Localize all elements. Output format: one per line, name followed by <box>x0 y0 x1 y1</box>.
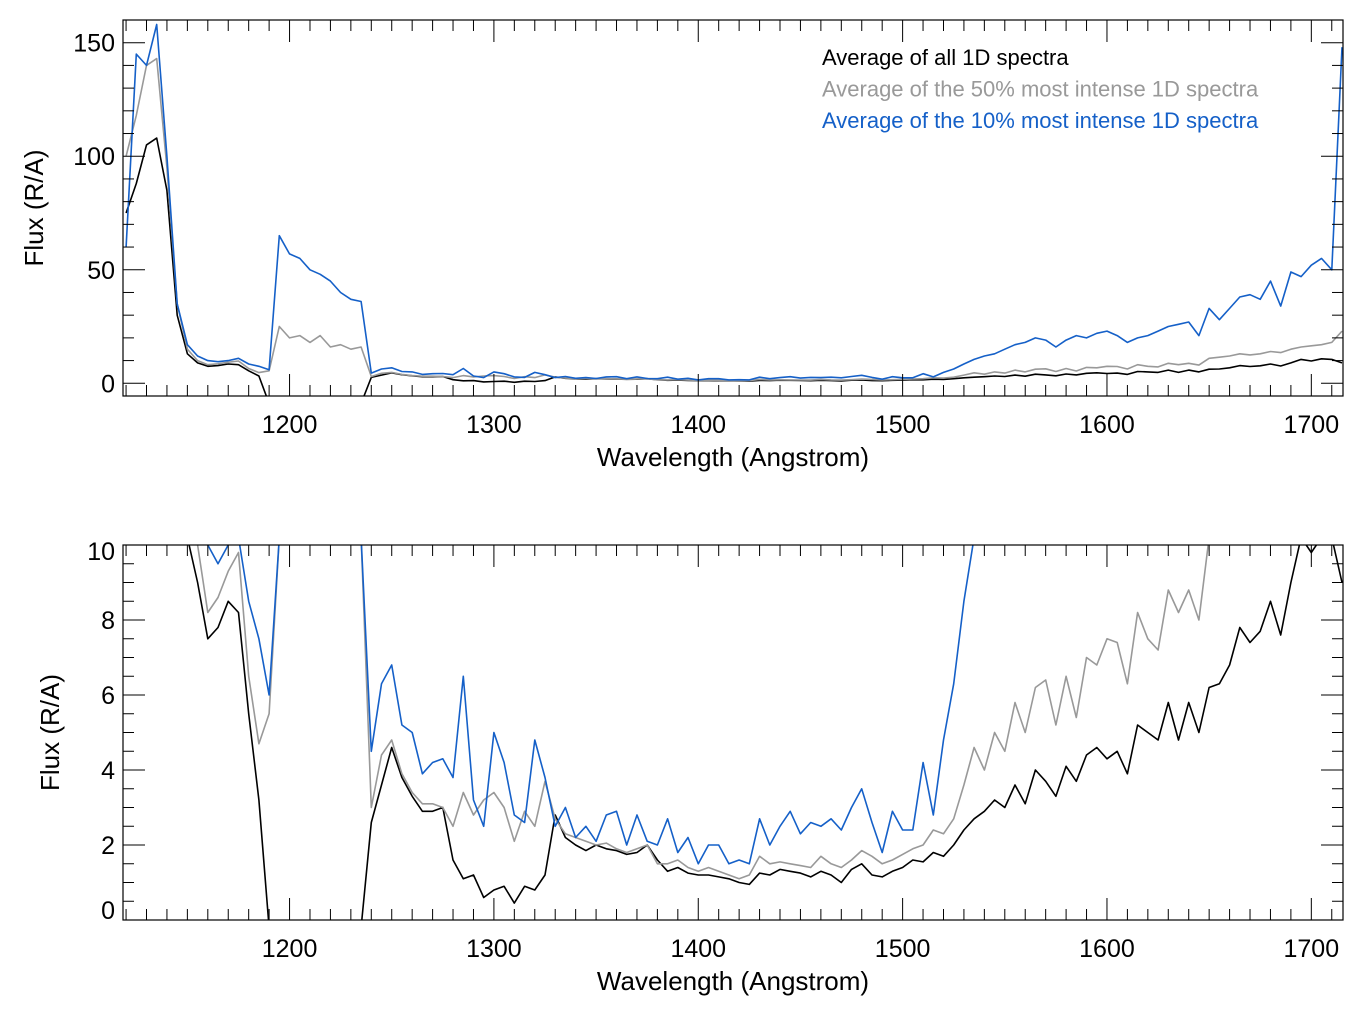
y-tick-label: 6 <box>101 682 115 710</box>
x-tick-label: 1400 <box>670 411 726 439</box>
panel-full-range: 1200 1300 1400 1500 1600 1700 0 50 100 150 Wavelen… <box>19 19 1344 472</box>
x-tick-label: 1300 <box>466 935 522 963</box>
x-tick-label: 1200 <box>262 411 318 439</box>
plot-area <box>188 545 1343 920</box>
series-10pct-line <box>125 23 1343 381</box>
y-tick-label: 50 <box>87 257 115 285</box>
x-tick-label: 1500 <box>875 935 931 963</box>
x-tick-label: 1600 <box>1079 411 1135 439</box>
y-tick-label: 10 <box>87 538 115 566</box>
y-tick-label: 100 <box>73 143 115 171</box>
y-tick-label: 0 <box>101 370 115 398</box>
series-all-spectra-line <box>125 137 1343 396</box>
y-tick-label: 150 <box>73 30 115 58</box>
series-50pct-line <box>196 545 1209 880</box>
y-axis-title: Flux (R/A) <box>19 150 49 267</box>
y-axis-title: Flux (R/A) <box>35 674 65 791</box>
x-tick-label: 1500 <box>875 411 931 439</box>
plot-area <box>125 23 1343 396</box>
series-10pct-line <box>206 545 974 865</box>
legend-entry: Average of all 1D spectra <box>822 45 1069 70</box>
legend-entry: Average of the 10% most intense 1D spect… <box>822 108 1259 133</box>
x-tick-label: 1400 <box>670 935 726 963</box>
x-tick-label: 1200 <box>262 935 318 963</box>
y-tick-label: 4 <box>101 757 115 785</box>
series-all-spectra-line <box>188 545 1343 920</box>
x-tick-label: 1600 <box>1079 935 1135 963</box>
x-axis-title: Wavelength (Angstrom) <box>597 442 869 472</box>
y-tick-label: 8 <box>101 607 115 635</box>
legend-entry: Average of the 50% most intense 1D spect… <box>822 77 1259 102</box>
x-tick-label: 1700 <box>1284 411 1340 439</box>
y-tick-label: 0 <box>101 897 115 925</box>
plot-frame <box>122 19 1344 397</box>
x-axis-title: Wavelength (Angstrom) <box>597 966 869 996</box>
y-tick-label: 2 <box>101 832 115 860</box>
x-tick-label: 1700 <box>1284 935 1340 963</box>
series-50pct-line <box>125 57 1343 382</box>
legend: Average of all 1D spectra Average of the … <box>822 45 1259 133</box>
panel-zoomed: 1200 1300 1400 1500 1600 1700 0 2 4 6 8 10 Wavelengt… <box>35 538 1344 996</box>
x-tick-label: 1300 <box>466 411 522 439</box>
